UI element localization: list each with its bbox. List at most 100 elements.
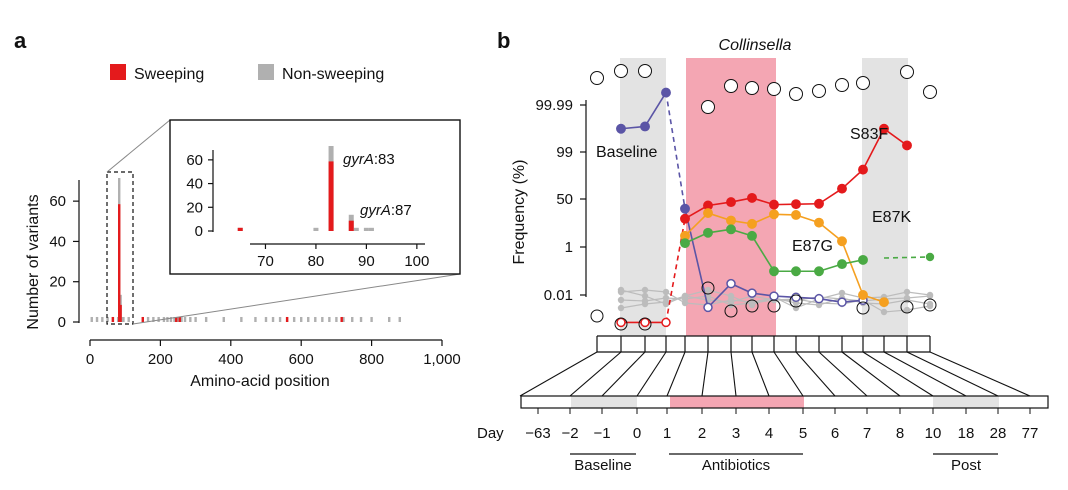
main-bar-non-sweeping <box>166 316 169 322</box>
abundance-marker <box>789 87 803 101</box>
shade-post <box>862 58 908 336</box>
series-point-baseline <box>726 278 736 289</box>
detection-marker <box>923 298 937 312</box>
abundance-marker <box>856 76 870 90</box>
series-point-e87k <box>726 215 736 226</box>
series-point-e87g <box>837 259 847 270</box>
series-point-baseline <box>661 87 671 98</box>
abundance-marker <box>638 64 652 78</box>
day-tick-label: −1 <box>593 425 610 442</box>
main-bar-sweeping <box>111 316 115 322</box>
legend-label-sweeping: Sweeping <box>134 66 204 83</box>
inset-y-tick-label: 40 <box>186 176 203 193</box>
abundance-marker <box>701 100 715 114</box>
abundance-marker <box>767 82 781 96</box>
series-point-baseline <box>769 291 779 301</box>
series-point-s83f <box>747 192 757 203</box>
background-variant-point <box>662 288 670 296</box>
background-variant-point <box>926 291 934 299</box>
background-variant-point <box>662 294 670 302</box>
detection-marker <box>724 304 738 318</box>
panel-b-y-axis-label: Frequency (%) <box>511 160 528 265</box>
day-tick-label: 7 <box>863 425 871 442</box>
day-tick-label: 6 <box>831 425 839 442</box>
legend-swatch-sweeping <box>110 64 126 80</box>
main-bar-sweeping <box>285 316 289 322</box>
background-variant-point <box>681 292 689 300</box>
series-point-baseline <box>814 293 824 304</box>
series-point-s83f <box>769 199 779 210</box>
main-bar-non-sweeping <box>222 316 225 322</box>
main-bar-non-sweeping <box>359 316 363 322</box>
detection-marker <box>614 317 628 331</box>
day-axis-label: Day <box>477 425 504 442</box>
series-point-baseline <box>837 297 847 307</box>
inset-y-tick-label: 60 <box>186 152 203 169</box>
panel-b-title: Collinsella <box>719 37 792 54</box>
series-point-baseline <box>703 302 713 313</box>
background-variant-point <box>641 297 649 305</box>
series-point-e87k <box>858 290 868 300</box>
background-variant-point <box>880 308 888 316</box>
legend-label-non-sweeping: Non-sweeping <box>282 66 384 83</box>
inset-y-tick-label: 0 <box>195 223 203 240</box>
abundance-marker <box>900 65 914 79</box>
series-point-e87k <box>769 209 779 220</box>
background-variant-point <box>641 292 649 300</box>
main-x-tick-label: 800 <box>359 351 384 368</box>
series-segment-baseline <box>684 208 709 308</box>
detection-marker <box>745 299 759 313</box>
mapping-connector <box>666 351 686 397</box>
mapping-connector <box>730 351 737 397</box>
main-x-tick-label: 200 <box>148 351 173 368</box>
mapping-connector <box>862 351 934 397</box>
background-variant-point <box>641 286 649 294</box>
main-y-tick-label: 20 <box>49 274 66 291</box>
mapping-connector <box>818 351 868 397</box>
main-bar-non-sweeping <box>180 316 183 322</box>
series-point-e87g <box>747 230 757 241</box>
mapping-connector <box>795 351 836 397</box>
background-variant-point <box>838 289 846 297</box>
mapping-connector <box>519 351 598 397</box>
main-bar-non-sweeping <box>240 316 243 322</box>
main-bar-non-sweeping <box>307 316 310 322</box>
series-point-e87k <box>747 218 757 229</box>
mapping-connector <box>773 351 804 397</box>
timeline-shade-baseline <box>571 396 637 408</box>
series-segment-e87k <box>841 240 864 296</box>
day-tick-label: 3 <box>732 425 740 442</box>
series-segment-baseline <box>644 92 667 127</box>
series-point-s83f <box>858 164 868 175</box>
main-bar-non-sweeping <box>335 316 338 322</box>
series-point-e87g <box>858 254 868 265</box>
main-bar-non-sweeping <box>342 316 345 322</box>
day-tick-label: 28 <box>990 425 1007 442</box>
detection-marker <box>701 281 715 295</box>
series-point-e87g <box>680 238 690 249</box>
day-tick-label: 8 <box>896 425 904 442</box>
series-point-e87g <box>925 252 935 262</box>
series-point-s83f <box>791 199 801 210</box>
series-segment-e87k <box>684 212 709 237</box>
main-bar-non-sweeping <box>173 316 176 322</box>
mapping-connector <box>883 351 967 397</box>
inset-bar-non-sweeping <box>313 227 319 231</box>
inset-x-tick-label: 90 <box>358 253 375 270</box>
main-bar-non-sweeping <box>90 316 93 322</box>
day-tick-label: 0 <box>633 425 641 442</box>
main-y-tick-label: 60 <box>49 193 66 210</box>
background-variant-point <box>662 300 670 308</box>
main-bar-sweeping <box>141 316 144 322</box>
zoom-connector <box>132 273 461 325</box>
inset-bar-sweeping <box>328 161 334 231</box>
day-tick-label: −63 <box>525 425 550 442</box>
background-variant-point <box>748 301 756 309</box>
detection-marker <box>590 309 604 323</box>
background-variant-point <box>617 296 625 304</box>
main-bar-non-sweeping <box>278 316 282 322</box>
inset-x-tick-label: 80 <box>308 253 325 270</box>
abundance-marker <box>590 71 604 85</box>
abundance-marker <box>614 64 628 78</box>
